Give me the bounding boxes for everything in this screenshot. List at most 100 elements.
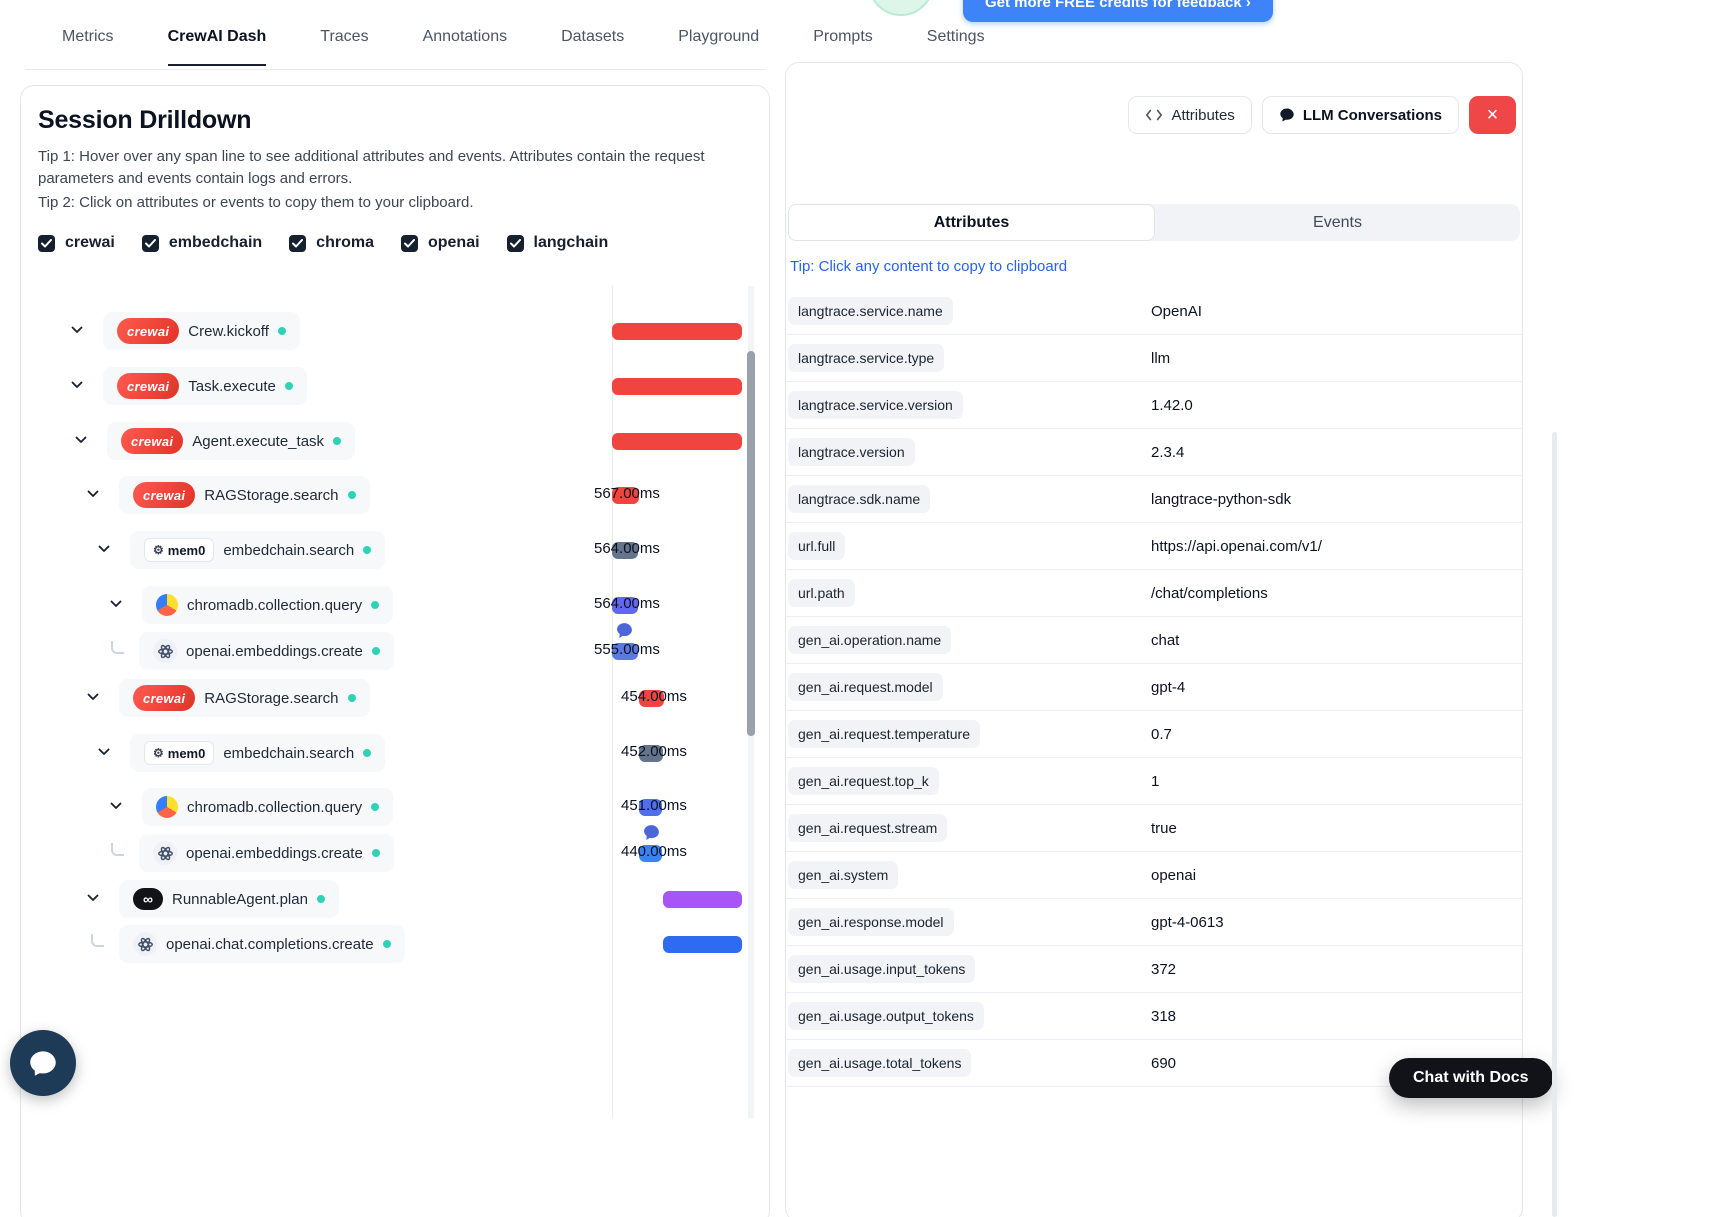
tab-playground[interactable]: Playground [678,28,760,45]
checkbox-chroma[interactable] [289,234,307,252]
attribute-value[interactable]: chat [1151,631,1180,649]
span-pill[interactable]: chromadb.collection.query [142,586,394,624]
chevron-down-icon[interactable] [69,377,85,393]
duration-bar[interactable] [612,643,638,660]
tab-traces[interactable]: Traces [320,28,369,45]
duration-bar[interactable] [639,845,662,862]
duration-bar[interactable] [612,542,638,559]
attribute-value[interactable]: 318 [1151,1007,1177,1025]
attribute-key-badge[interactable]: url.path [788,579,855,607]
attribute-value[interactable]: gpt-4 [1151,678,1186,696]
filter-crewai[interactable]: crewai [38,234,115,252]
duration-bar[interactable] [612,378,742,395]
checkbox-crewai[interactable] [38,234,55,252]
attribute-key-badge[interactable]: langtrace.service.type [788,344,945,372]
llm-chat-bubble-icon[interactable] [616,622,633,639]
checkbox-openai[interactable] [400,234,418,252]
attribute-value[interactable]: langtrace-python-sdk [1151,490,1292,508]
trace-scrollbar-thumb[interactable] [747,351,755,736]
chevron-down-icon[interactable] [73,432,89,448]
attributes-button[interactable]: Attributes [1128,96,1252,134]
chat-with-docs-button[interactable]: Chat with Docs [1389,1058,1553,1098]
llm-chat-bubble-icon[interactable] [643,824,660,841]
attribute-key-badge[interactable]: gen_ai.request.temperature [788,720,980,748]
copy-tip-link[interactable]: Tip: Click any content to copy to clipbo… [790,258,1068,275]
span-pill[interactable]: ⚙ mem0 embedchain.search [130,734,386,772]
span-pill[interactable]: ⚙ mem0 embedchain.search [130,531,386,569]
chevron-down-icon[interactable] [85,890,101,906]
llm-conversations-button[interactable]: LLM Conversations [1261,96,1459,134]
duration-bar[interactable] [612,433,742,450]
duration-bar[interactable] [663,891,742,908]
attribute-key-badge[interactable]: gen_ai.usage.output_tokens [788,1002,984,1030]
tab-settings[interactable]: Settings [926,28,985,45]
attribute-value[interactable]: 2.3.4 [1151,443,1185,461]
close-panel-button[interactable]: × [1469,96,1516,134]
span-pill[interactable]: chromadb.collection.query [142,788,394,826]
attribute-key-badge[interactable]: gen_ai.request.model [788,673,943,701]
span-pill[interactable]: openai.embeddings.create [139,632,394,670]
attribute-value[interactable]: 1 [1151,772,1160,790]
tab-metrics[interactable]: Metrics [62,28,114,45]
free-credits-button[interactable]: Get more FREE credits for feedback › [963,0,1273,22]
attribute-value[interactable]: 1.42.0 [1151,396,1193,414]
tab-attributes[interactable]: Attributes [788,204,1155,241]
span-pill[interactable]: ∞ RunnableAgent.plan [119,880,339,918]
span-pill[interactable]: crewai Task.execute [103,367,307,405]
duration-bar[interactable] [612,323,742,340]
attribute-value[interactable]: /chat/completions [1151,584,1268,602]
tab-annotations[interactable]: Annotations [422,28,508,45]
attribute-value[interactable]: true [1151,819,1177,837]
filter-chroma[interactable]: chroma [289,234,374,252]
attribute-value[interactable]: https://api.openai.com/v1/ [1151,537,1322,555]
attribute-key-badge[interactable]: gen_ai.system [788,861,899,889]
span-pill[interactable]: crewai Agent.execute_task [107,422,356,460]
attribute-value[interactable]: OpenAI [1151,302,1202,320]
filter-openai[interactable]: openai [400,234,480,252]
duration-bar[interactable] [612,597,638,614]
attribute-value[interactable]: openai [1151,866,1197,884]
chevron-down-icon[interactable] [96,541,112,557]
attribute-value[interactable]: 372 [1151,960,1177,978]
chevron-down-icon[interactable] [108,596,124,612]
window-scrollbar[interactable] [1552,432,1557,1217]
attribute-value[interactable]: llm [1151,349,1171,367]
chevron-down-icon[interactable] [85,689,101,705]
attribute-key-badge[interactable]: gen_ai.request.stream [788,814,948,842]
chevron-down-icon[interactable] [108,798,124,814]
attribute-key-badge[interactable]: gen_ai.usage.input_tokens [788,955,976,983]
tab-events[interactable]: Events [1313,213,1362,231]
attribute-key-badge[interactable]: langtrace.service.version [788,391,963,419]
checkbox-embedchain[interactable] [141,234,159,252]
span-pill[interactable]: crewai RAGStorage.search [119,679,370,717]
span-pill[interactable]: crewai Crew.kickoff [103,312,300,350]
chevron-down-icon[interactable] [85,486,101,502]
attribute-key-badge[interactable]: url.full [788,532,846,560]
filter-langchain[interactable]: langchain [506,234,608,252]
attribute-value[interactable]: 690 [1151,1054,1177,1072]
attribute-value[interactable]: gpt-4-0613 [1151,913,1224,931]
attribute-key-badge[interactable]: gen_ai.operation.name [788,626,952,654]
duration-bar[interactable] [639,745,663,762]
attribute-value[interactable]: 0.7 [1151,725,1172,743]
attribute-key-badge[interactable]: gen_ai.response.model [788,908,954,936]
tab-prompts[interactable]: Prompts [813,28,873,45]
duration-bar[interactable] [612,487,639,504]
duration-bar[interactable] [663,936,742,953]
span-pill[interactable]: crewai RAGStorage.search [119,476,370,514]
duration-bar[interactable] [639,799,662,816]
attribute-key-badge[interactable]: gen_ai.request.top_k [788,767,939,795]
filter-embedchain[interactable]: embedchain [141,234,262,252]
support-chat-launcher[interactable] [10,1030,76,1096]
checkbox-langchain[interactable] [506,234,524,252]
attribute-key-badge[interactable]: langtrace.sdk.name [788,485,931,513]
attribute-key-badge[interactable]: gen_ai.usage.total_tokens [788,1049,972,1077]
chevron-down-icon[interactable] [69,322,85,338]
tab-datasets[interactable]: Datasets [561,28,625,45]
tab-crewai-dash[interactable]: CrewAI Dash [167,28,267,66]
chevron-down-icon[interactable] [96,744,112,760]
span-pill[interactable]: openai.chat.completions.create [119,925,405,963]
attribute-key-badge[interactable]: langtrace.version [788,438,915,466]
attribute-key-badge[interactable]: langtrace.service.name [788,297,953,325]
duration-bar[interactable] [639,690,664,707]
